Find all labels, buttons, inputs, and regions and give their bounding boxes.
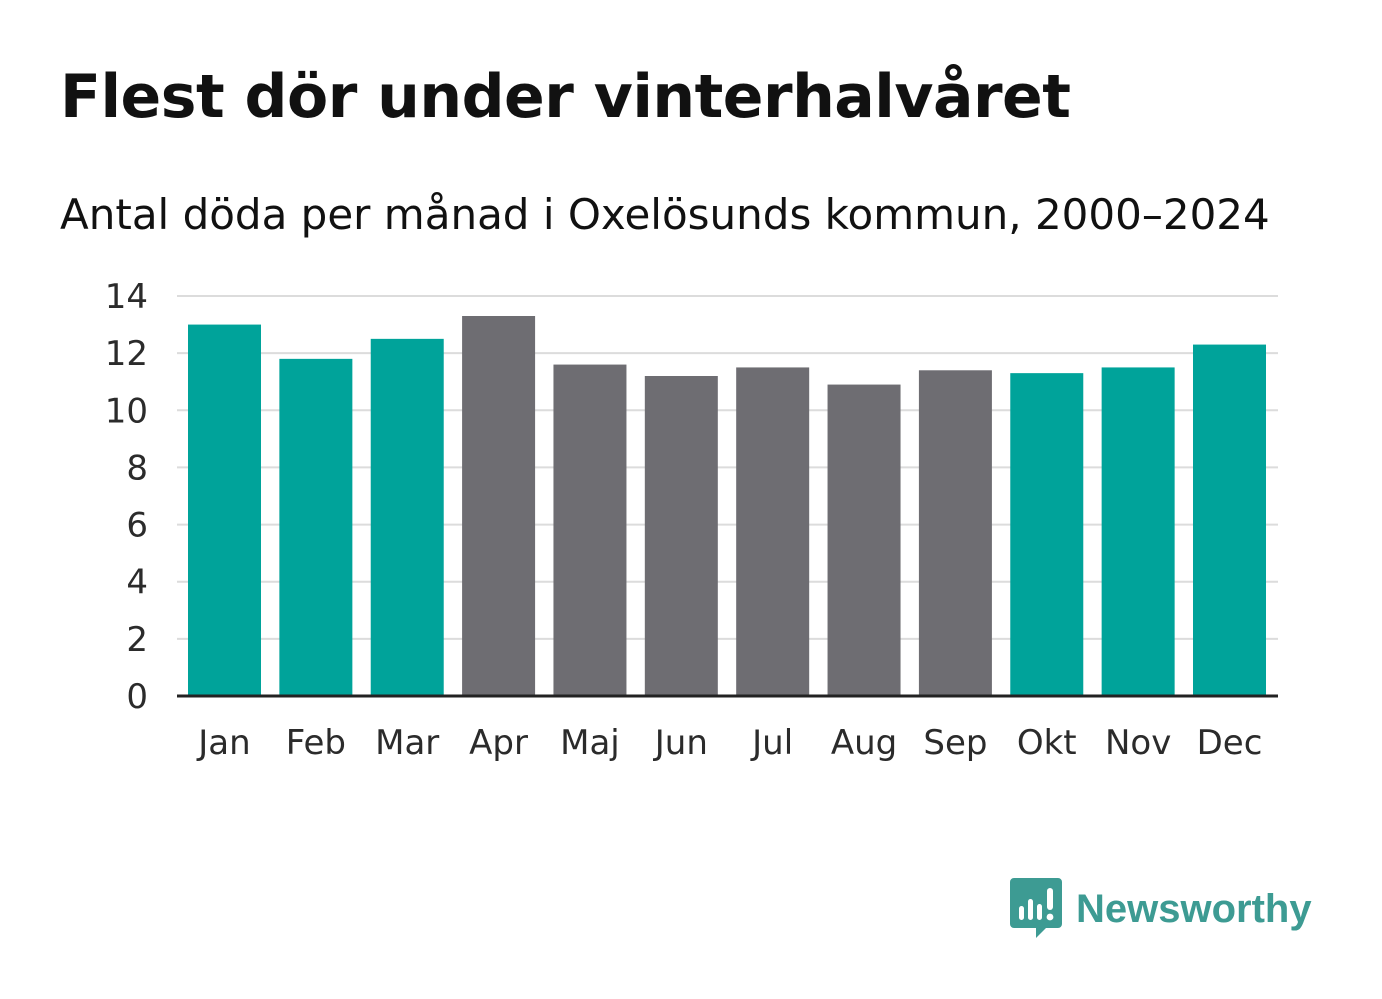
y-tick-label: 14	[105, 277, 148, 317]
bar-nov	[1101, 367, 1175, 696]
x-tick-label: Dec	[1197, 723, 1263, 763]
newsworthy-logo: Newsworthy	[1010, 878, 1312, 940]
y-tick-label: 4	[126, 563, 148, 603]
x-tick-label: Mar	[375, 723, 439, 763]
bar-okt	[1010, 373, 1084, 696]
x-tick-label: Jan	[196, 723, 250, 763]
bar-jan	[188, 324, 261, 696]
x-tick-label: Apr	[469, 723, 528, 763]
x-tick-label: Sep	[923, 723, 987, 763]
newsworthy-logo-icon	[1010, 878, 1062, 938]
bar-maj	[553, 364, 627, 696]
bar-jul	[736, 367, 810, 696]
y-tick-label: 10	[105, 391, 148, 431]
bar-jun	[644, 376, 718, 696]
x-tick-label: Jul	[750, 723, 793, 763]
x-axis-ticks: Jan Feb Mar Apr Maj Jun Jul Aug Sep Okt Nov Dec	[196, 723, 1262, 763]
bar-apr	[462, 316, 536, 696]
y-tick-label: 8	[126, 448, 148, 488]
bar-feb	[279, 358, 353, 696]
x-tick-label: Aug	[831, 723, 897, 763]
chart-title: Flest dör under vinterhalvåret	[60, 62, 1071, 132]
bar-aug	[827, 384, 901, 696]
x-tick-label: Maj	[560, 723, 620, 763]
brand-name: Newsworthy	[1076, 886, 1312, 931]
bar-dec	[1193, 344, 1266, 696]
bar-mar	[370, 338, 444, 696]
y-tick-label: 0	[126, 677, 148, 717]
y-tick-label: 6	[126, 506, 148, 546]
y-tick-label: 2	[126, 620, 148, 660]
chart-subtitle: Antal döda per månad i Oxelösunds kommun…	[60, 190, 1270, 239]
x-tick-label: Okt	[1017, 723, 1077, 763]
gridlines	[177, 295, 1278, 640]
y-tick-label: 12	[105, 334, 148, 374]
y-axis-ticks: 0 2 4 6 8 10 12 14	[105, 277, 148, 717]
x-tick-label: Feb	[286, 723, 346, 763]
x-tick-label: Nov	[1105, 723, 1171, 763]
bars	[188, 316, 1266, 696]
bar-sep	[918, 370, 992, 696]
x-tick-label: Jun	[653, 723, 708, 763]
